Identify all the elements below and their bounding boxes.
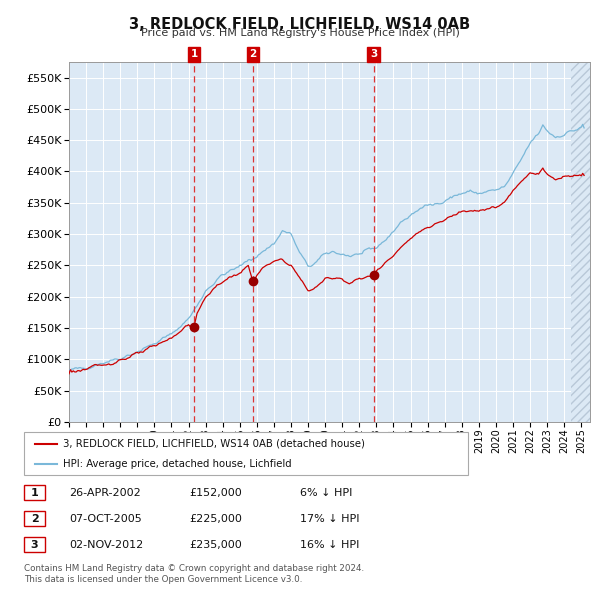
Text: 26-APR-2002: 26-APR-2002 [69,488,141,497]
Text: 2: 2 [249,49,257,59]
Text: HPI: Average price, detached house, Lichfield: HPI: Average price, detached house, Lich… [63,459,292,469]
Text: 3: 3 [31,540,38,549]
Text: £225,000: £225,000 [189,514,242,523]
Text: Contains HM Land Registry data © Crown copyright and database right 2024.: Contains HM Land Registry data © Crown c… [24,565,364,573]
Text: 02-NOV-2012: 02-NOV-2012 [69,540,143,549]
Text: Price paid vs. HM Land Registry's House Price Index (HPI): Price paid vs. HM Land Registry's House … [140,28,460,38]
Text: 07-OCT-2005: 07-OCT-2005 [69,514,142,523]
Text: This data is licensed under the Open Government Licence v3.0.: This data is licensed under the Open Gov… [24,575,302,584]
Text: 6% ↓ HPI: 6% ↓ HPI [300,488,352,497]
Text: 1: 1 [190,49,197,59]
Text: 2: 2 [31,514,38,523]
Bar [571,59,597,422]
Text: £152,000: £152,000 [189,488,242,497]
Text: 16% ↓ HPI: 16% ↓ HPI [300,540,359,549]
Text: £235,000: £235,000 [189,540,242,549]
Text: 3, REDLOCK FIELD, LICHFIELD, WS14 0AB (detached house): 3, REDLOCK FIELD, LICHFIELD, WS14 0AB (d… [63,439,365,449]
Text: 17% ↓ HPI: 17% ↓ HPI [300,514,359,523]
Text: 1: 1 [31,488,38,497]
Text: 3: 3 [370,49,377,59]
Text: 3, REDLOCK FIELD, LICHFIELD, WS14 0AB: 3, REDLOCK FIELD, LICHFIELD, WS14 0AB [130,17,470,31]
